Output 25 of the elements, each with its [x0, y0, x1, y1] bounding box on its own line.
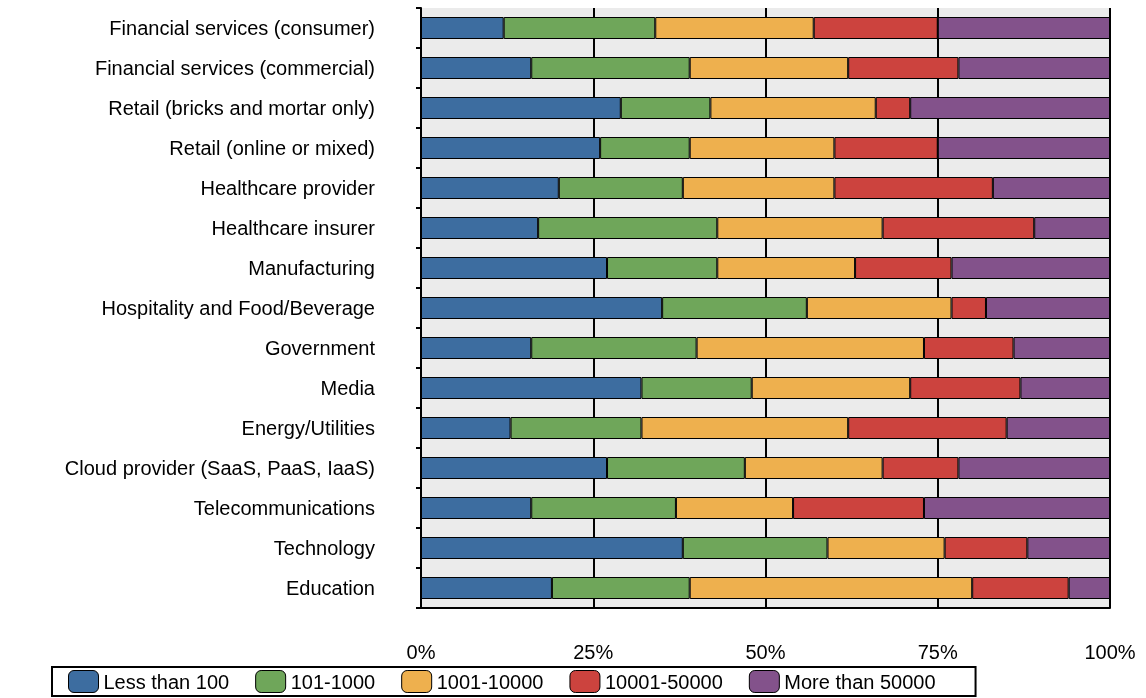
y-tick-label: Energy/Utilities [241, 417, 375, 439]
x-tick-label: 75% [917, 641, 958, 663]
y-tick-label: Healthcare provider [200, 177, 376, 199]
y-tick-label: Manufacturing [248, 257, 375, 279]
x-tick-label: 50% [745, 641, 786, 663]
legend-label: 1001-10000 [436, 670, 544, 693]
legend-label: 10001-50000 [604, 670, 723, 693]
legend-label: More than 50000 [784, 670, 936, 693]
y-tick-label: Hospitality and Food/Beverage [101, 297, 375, 319]
y-tick-label: Media [320, 377, 376, 399]
y-tick-label: Cloud provider (SaaS, PaaS, IaaS) [64, 457, 375, 479]
y-tick-label: Technology [273, 537, 375, 559]
x-tick-label: 0% [406, 641, 436, 663]
y-tick-label: Retail (online or mixed) [169, 137, 375, 159]
legend-label: Less than 100 [103, 670, 230, 693]
y-tick-label: Financial services (commercial) [94, 57, 375, 79]
y-tick-label: Education [286, 577, 375, 599]
y-tick-label: Telecommunications [193, 497, 375, 519]
legend-label: 101-1000 [290, 670, 376, 693]
y-tick-label: Healthcare insurer [211, 217, 376, 239]
x-tick-label: 100% [1084, 641, 1136, 663]
x-tick-label: 25% [573, 641, 614, 663]
y-tick-label: Government [264, 337, 376, 359]
y-tick-label: Retail (bricks and mortar only) [108, 97, 375, 119]
y-tick-label: Financial services (consumer) [109, 17, 375, 39]
